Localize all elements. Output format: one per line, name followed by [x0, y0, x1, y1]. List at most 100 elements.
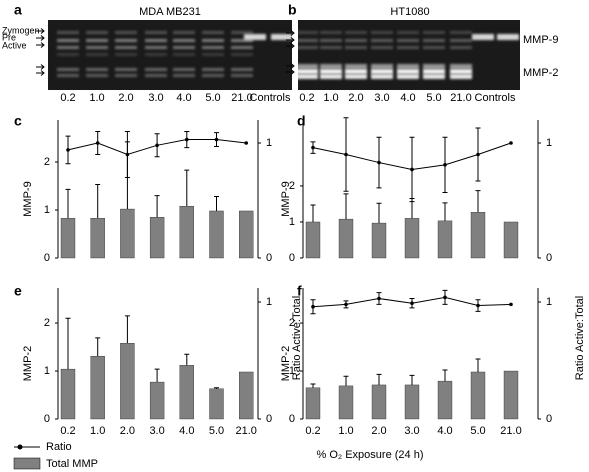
gel-title: HT1080: [390, 6, 429, 18]
gel-band: [423, 39, 445, 42]
x-tick-label: 2.0: [120, 425, 135, 437]
error-bar: [154, 133, 160, 158]
bar: [404, 384, 420, 420]
error-bar: [65, 317, 71, 370]
gel-band: [173, 53, 195, 56]
error-bar: [442, 289, 448, 305]
y-axis-label: MMP-9: [22, 181, 34, 216]
gel-band: [296, 74, 318, 79]
error-bar: [214, 387, 219, 389]
gel-band: [231, 46, 253, 49]
error-bar: [376, 136, 382, 189]
gel: [48, 20, 292, 90]
gel-band: [397, 46, 419, 49]
gel-title: MDA MB231: [139, 6, 201, 18]
gel-band: [472, 34, 494, 40]
panel-letter: b: [288, 2, 297, 18]
gel-band: [231, 68, 253, 71]
bar: [404, 218, 420, 259]
y2-tick-label: 1: [546, 137, 552, 149]
gel-band: [173, 31, 195, 34]
gel-band: [296, 69, 318, 74]
gel-band: [145, 68, 167, 71]
gel-band: [86, 31, 108, 34]
y2-axis-label: Ratio Active:Total: [291, 296, 303, 380]
bar: [149, 381, 165, 420]
y-tick-label: 1: [289, 216, 295, 228]
error-bar: [475, 299, 481, 312]
error-bar: [376, 292, 382, 305]
error-bar: [184, 131, 190, 149]
error-bar: [442, 202, 448, 221]
gel-band: [345, 69, 367, 74]
gel-band: [397, 39, 419, 42]
error-bar: [475, 127, 481, 182]
gel-band: [145, 31, 167, 34]
gel-band: [145, 46, 167, 49]
error-bar: [442, 369, 448, 382]
gel-band: [145, 39, 167, 42]
gel: [298, 20, 520, 90]
bar: [60, 218, 76, 259]
x-tick-label: 4.0: [437, 425, 452, 437]
error-bar: [95, 184, 101, 219]
y2-tick-label: 0: [266, 252, 272, 264]
lane-label: 0.2: [60, 92, 75, 104]
gel-band: [345, 74, 367, 79]
error-bar: [343, 300, 349, 309]
gel-band: [320, 31, 342, 34]
y-axis-label: MMP-2: [22, 346, 34, 381]
gel-band: [57, 31, 79, 34]
bar: [503, 370, 519, 420]
panel-letter: e: [14, 283, 22, 299]
y-tick-label: 1: [44, 204, 50, 216]
x-tick-label: 3.0: [149, 425, 164, 437]
gel-band: [202, 68, 224, 71]
gel-band: [450, 74, 472, 79]
gel-band: [345, 64, 367, 69]
bar: [120, 208, 135, 259]
y-tick-label: 1: [289, 365, 295, 377]
gel-band: [202, 39, 224, 42]
gel-band: [397, 69, 419, 74]
gel-band: [423, 64, 445, 69]
x-tick-label: 3.0: [404, 425, 419, 437]
bar: [209, 388, 224, 420]
gel-band: [271, 34, 293, 40]
error-bar: [95, 131, 101, 155]
bar: [470, 212, 486, 259]
gel-band: [320, 69, 342, 74]
y-tick-label: 0: [44, 252, 50, 264]
error-bar: [184, 353, 190, 366]
lane-label: 5.0: [205, 92, 220, 104]
y2-tick-label: 1: [546, 296, 552, 308]
lane-label: 2.0: [118, 92, 133, 104]
lane-label: 21.0: [450, 92, 471, 104]
gel-band: [115, 53, 137, 56]
gel-band: [450, 39, 472, 42]
error-bar: [409, 374, 415, 385]
band-arrow: [36, 64, 45, 70]
band-arrow: [286, 69, 295, 75]
band-label: MMP-2: [523, 67, 558, 79]
x-tick-label: 0.2: [60, 425, 75, 437]
y-axis-label: MMP-2: [280, 346, 292, 381]
x-tick-label: 1.0: [90, 425, 105, 437]
error-bar: [184, 169, 190, 207]
error-bar: [409, 298, 415, 309]
gel-band: [244, 34, 266, 40]
gel-band: [57, 39, 79, 42]
gel-band: [423, 74, 445, 79]
gel-band: [397, 31, 419, 34]
y2-tick-label: 1: [266, 296, 272, 308]
gel-band: [231, 39, 253, 42]
band-arrow: [36, 70, 45, 76]
lane-label: 2.0: [348, 92, 363, 104]
gel-band: [371, 31, 393, 34]
error-bar: [343, 375, 349, 386]
bar: [90, 355, 105, 420]
x-tick-label: 5.0: [470, 425, 485, 437]
gel-band: [450, 69, 472, 74]
gel-band: [231, 74, 253, 77]
gel-band: [450, 64, 472, 69]
